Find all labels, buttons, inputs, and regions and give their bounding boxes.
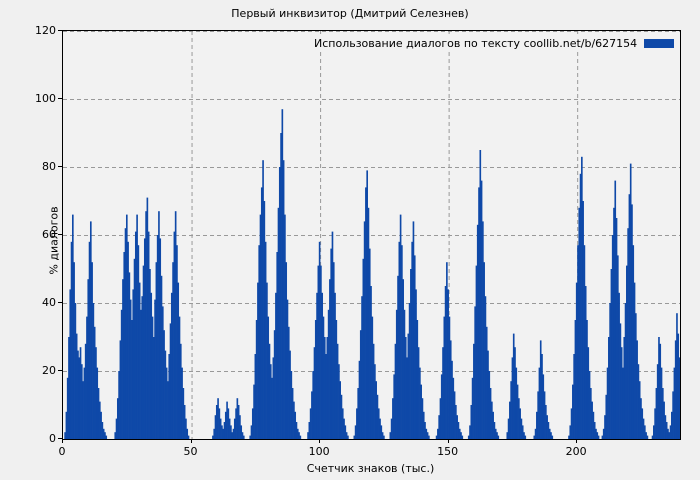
chart-title: Первый инквизитор (Дмитрий Селезнев) xyxy=(231,7,469,20)
y-tick-label: 40 xyxy=(42,295,56,309)
y-tick-mark xyxy=(58,302,62,303)
x-tick-label: 200 xyxy=(565,445,587,458)
legend-color-swatch xyxy=(644,38,675,48)
x-tick-mark xyxy=(319,439,321,443)
x-tick-mark xyxy=(62,439,63,443)
y-tick-mark xyxy=(58,98,62,99)
y-tick-mark xyxy=(58,30,62,31)
y-tick-label: 20 xyxy=(42,363,56,377)
x-axis-label: Счетчик знаков (тыс.) xyxy=(306,462,435,475)
y-axis-label: % диалогов xyxy=(47,206,61,275)
y-tick-label: 0 xyxy=(49,431,56,445)
bar-series xyxy=(64,109,680,439)
y-tick-mark xyxy=(58,370,62,371)
x-tick-label: 0 xyxy=(58,445,66,458)
x-tick-mark xyxy=(190,439,192,443)
x-tick-mark xyxy=(576,439,578,443)
x-tick-label: 50 xyxy=(183,445,198,458)
y-tick-label: 100 xyxy=(35,91,56,105)
x-tick-mark xyxy=(447,439,449,443)
legend: Использование диалогов по тексту coollib… xyxy=(310,34,679,52)
y-tick-mark xyxy=(58,438,62,439)
x-tick-label: 150 xyxy=(437,445,459,458)
y-tick-mark xyxy=(58,234,62,235)
plot-area xyxy=(62,30,681,440)
y-tick-label: 80 xyxy=(42,159,56,173)
y-tick-mark xyxy=(58,166,62,167)
legend-label: Использование диалогов по тексту coollib… xyxy=(314,36,638,50)
y-tick-label: 120 xyxy=(35,23,56,37)
y-tick-label: 60 xyxy=(42,227,56,241)
x-tick-label: 100 xyxy=(308,445,330,458)
